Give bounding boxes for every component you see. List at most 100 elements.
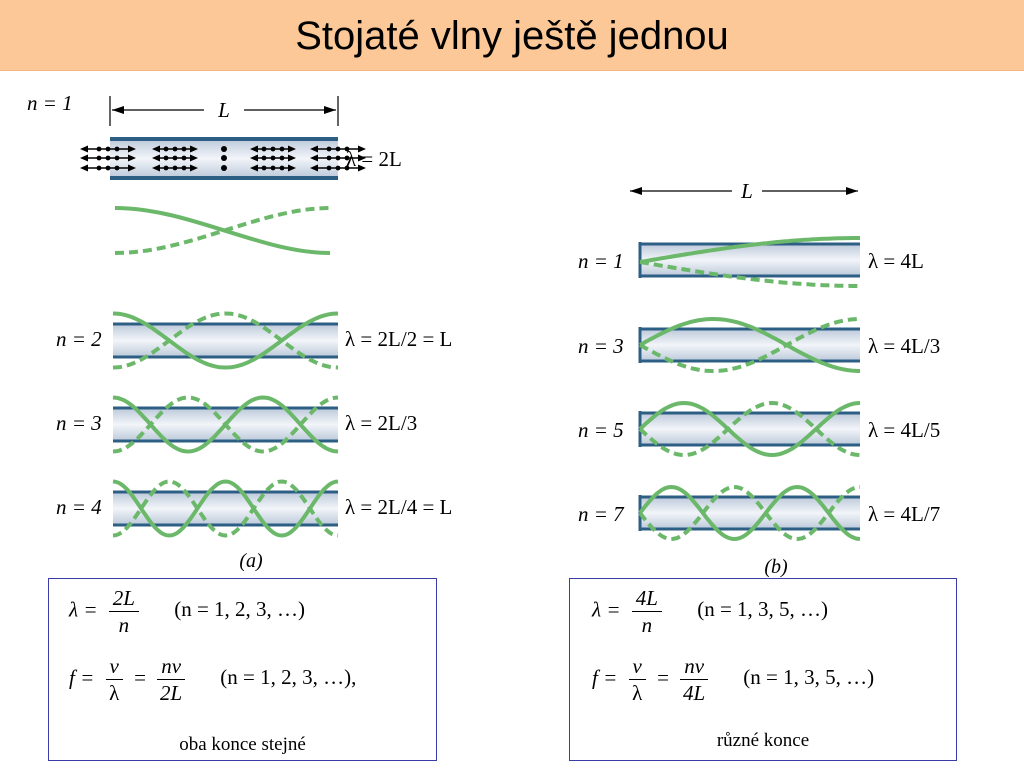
particle-dot [344,146,350,152]
particle-dot [114,165,120,171]
mode-wavelength: λ = 4L/3 [868,334,940,358]
arrowhead-right [128,145,136,153]
arrowhead-left [80,164,88,172]
mode-wavelength: λ = 4L/5 [868,418,940,442]
mode-n-label: n = 4 [56,495,102,519]
panel-b-mode-n7: n = 7 λ = 4L/7 [578,484,940,542]
mode-n-label: n = 5 [578,418,624,442]
panel-b-length-dimension: L [630,179,858,203]
arrowhead-right [128,164,136,172]
wave-solid [638,400,861,458]
panel-a-caption: (a) [239,550,263,572]
panel-b-caption: (b) [764,556,788,578]
mode-wavelength: λ = 4L/7 [868,502,940,526]
arrowhead-left [310,164,318,172]
panel-b-mode-n3: n = 3 λ = 4L/3 [578,317,940,373]
particle-dot [279,146,285,152]
mode-n-label: n = 3 [56,411,102,435]
particle-dot [344,155,350,161]
center-node-dot [221,165,227,171]
particle-dot [261,165,267,171]
center-node-dot [221,146,227,152]
particle-dot [163,155,169,161]
formula-box-b-caption: různé konce [716,730,810,751]
particle-dot [163,165,169,171]
particle-dot [344,165,350,171]
wave-solid [112,479,339,538]
fraction: nv 4L [680,655,709,704]
panel-b-length-label: L [740,179,753,203]
panel-b-mode-n5: n = 5 λ = 4L/5 [578,400,940,458]
arrowhead-right [358,145,366,153]
arrowhead-left [80,154,88,162]
wave-dashed [638,400,861,458]
particle-dot [270,155,276,161]
particle-dot [172,155,178,161]
arrowhead-right [358,164,366,172]
mode-n-label: n = 3 [578,334,624,358]
panel-a-mode-n3: n = 3 λ = 2L/3 [56,395,417,454]
wave-solid [639,236,860,264]
wave-dashed [112,311,339,370]
fraction: 4L n [631,587,662,636]
particle-dot [279,155,285,161]
panel-a-mode-n2: n = 2 λ = 2L/2 = L [56,311,452,370]
fraction: nv 2L [157,655,186,704]
particle-dot [96,165,102,171]
wave-solid [114,206,331,255]
particle-dot [261,155,267,161]
mode-wavelength: λ = 2L/3 [345,411,417,435]
wave-dashed [639,260,860,288]
arrowhead-right [190,164,198,172]
particle-dot [181,155,187,161]
wave-dashed [638,484,861,542]
page-title: Stojaté vlny ještě jednou [295,14,729,58]
title-bar: Stojaté vlny ještě jednou [0,0,1024,71]
particle-dot [114,155,120,161]
arrowhead-right [288,154,296,162]
arrowhead-right [288,145,296,153]
mode-wavelength: λ = 2L/4 = L [345,495,452,519]
wave-solid [112,311,339,370]
particle-dot [270,146,276,152]
panel-a-n1-wave [114,206,331,255]
arrowhead-left [80,145,88,153]
fraction: 2L n [108,587,139,636]
arrowhead-left [152,164,160,172]
panel-a-particle-arrows [80,145,366,172]
arrowhead-left [250,145,258,153]
center-node-dot [221,155,227,161]
particle-dot [326,165,332,171]
arrowhead-left [250,164,258,172]
mode-n-label: n = 7 [578,502,625,526]
mode-n-label: n = 2 [56,327,102,351]
particle-dot [261,146,267,152]
arrowhead-left [250,154,258,162]
particle-dot [105,146,111,152]
arrowhead-right [190,154,198,162]
mode-wavelength: λ = 2L/2 = L [345,327,452,351]
panel-a-mode-n4: n = 4 λ = 2L/4 = L [56,479,452,538]
particle-dot [172,165,178,171]
arrowhead-left [152,154,160,162]
panel-b-mode-n1: n = 1 λ = 4L [578,236,924,288]
panel-a: n = 1 L λ = 2L n = 2 λ [27,91,452,572]
particle-dot [181,165,187,171]
mode-n-label: n = 1 [578,249,624,273]
arrowhead-left [152,145,160,153]
particle-dot [105,155,111,161]
wave-dashed [114,206,331,255]
formula-box-a-caption: oba konce stejné [179,734,306,755]
arrowhead-right [128,154,136,162]
particle-dot [96,146,102,152]
particle-dot [172,146,178,152]
particle-dot [335,165,341,171]
panel-a-top-n-label: n = 1 [27,91,73,115]
panel-b: L n = 1 λ = 4L n = 3 λ = 4L/3 n = 5 [578,179,940,578]
arrowhead-left [310,154,318,162]
wave-dashed [639,317,860,373]
